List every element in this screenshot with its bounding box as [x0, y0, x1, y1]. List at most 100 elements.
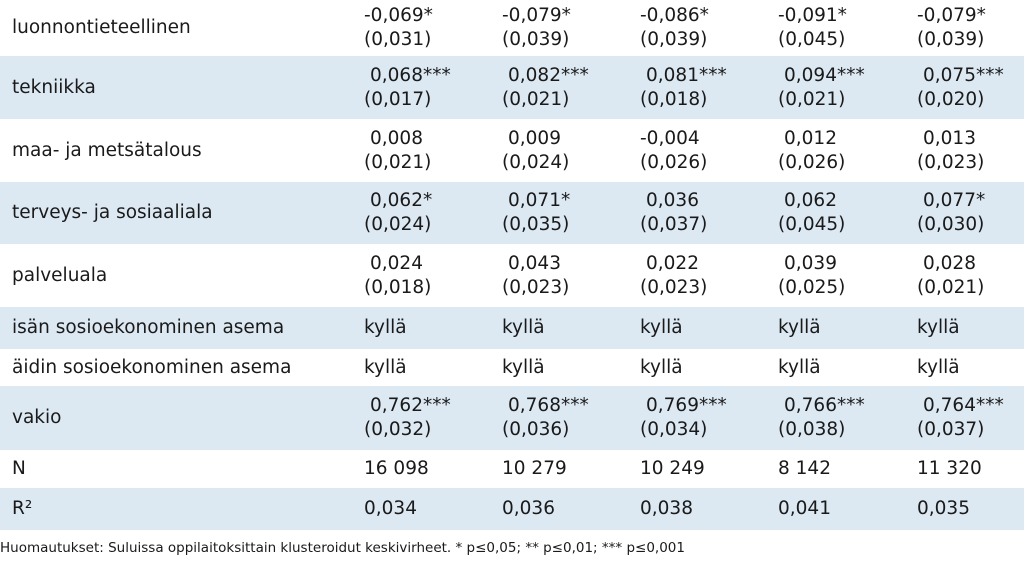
- table-cell: 0,062 (0,045): [778, 189, 845, 237]
- cell-value: 0,764***: [923, 395, 1004, 416]
- cell-value: kyllä: [917, 317, 960, 338]
- cell-value: 0,094***: [784, 65, 865, 86]
- table-cell: 0,028 (0,021): [917, 252, 984, 300]
- cell-standard-error: (0,034): [640, 419, 708, 440]
- cell-standard-error: (0,024): [502, 152, 570, 173]
- cell-value: 0,082***: [508, 65, 589, 86]
- cell-standard-error: (0,021): [917, 277, 985, 298]
- table-cell: 0,068*** (0,017): [364, 64, 451, 112]
- table-cell: 0,009 (0,024): [502, 127, 569, 175]
- cell-value: 0,075***: [923, 65, 1004, 86]
- cell-value: 10 279: [502, 458, 567, 479]
- table-cell: 0,013 (0,023): [917, 127, 984, 175]
- table-row: R² 0,034 0,036 0,038 0,041 0,035: [0, 488, 1024, 530]
- cell-value: 0,035: [917, 498, 970, 519]
- cell-standard-error: (0,036): [502, 419, 570, 440]
- cell-standard-error: (0,023): [917, 152, 985, 173]
- table-cell: 0,022 (0,023): [640, 252, 707, 300]
- table-row: isän sosioekonominen asema kyllä kyllä kyll…: [0, 307, 1024, 349]
- row-label: maa- ja metsätalous: [12, 139, 202, 161]
- cell-value: 0,043: [508, 253, 561, 274]
- table-row: vakio 0,762*** (0,032) 0,768*** (0,036) 0,769…: [0, 386, 1024, 450]
- cell-standard-error: (0,031): [364, 29, 432, 50]
- cell-standard-error: (0,017): [364, 89, 432, 110]
- cell-standard-error: (0,039): [640, 29, 708, 50]
- table-cell: 0,035: [917, 497, 970, 521]
- row-label: R²: [12, 498, 33, 519]
- table-row: palveluala 0,024 (0,018) 0,043 (0,023) 0,022 (…: [0, 244, 1024, 307]
- cell-value: 0,068***: [370, 65, 451, 86]
- cell-standard-error: (0,030): [917, 214, 985, 235]
- cell-value: 0,036: [646, 190, 699, 211]
- cell-value: -0,086*: [640, 5, 709, 26]
- cell-value: kyllä: [364, 317, 407, 338]
- table-cell: 0,077* (0,030): [917, 189, 985, 237]
- table-cell: 0,081*** (0,018): [640, 64, 727, 112]
- cell-value: 0,768***: [508, 395, 589, 416]
- cell-standard-error: (0,045): [778, 29, 846, 50]
- cell-value: -0,091*: [778, 5, 847, 26]
- table-cell: -0,069* (0,031): [364, 4, 433, 52]
- table-cell: 0,036: [502, 497, 555, 521]
- table-cell: -0,079* (0,039): [502, 4, 571, 52]
- cell-standard-error: (0,021): [778, 89, 846, 110]
- cell-value: 0,036: [502, 498, 555, 519]
- cell-value: kyllä: [640, 317, 683, 338]
- cell-standard-error: (0,035): [502, 214, 570, 235]
- cell-value: 0,013: [923, 128, 976, 149]
- cell-value: -0,079*: [502, 5, 571, 26]
- row-label: isän sosioekonominen asema: [12, 317, 285, 338]
- cell-value: kyllä: [640, 357, 683, 378]
- cell-value: kyllä: [917, 357, 960, 378]
- cell-standard-error: (0,021): [364, 152, 432, 173]
- cell-value: 0,038: [640, 498, 693, 519]
- table-cell: 0,071* (0,035): [502, 189, 570, 237]
- cell-standard-error: (0,023): [502, 277, 570, 298]
- table-cell: 0,008 (0,021): [364, 127, 431, 175]
- table-cell: 0,764*** (0,037): [917, 394, 1004, 442]
- table-cell: 8 142: [778, 457, 831, 481]
- table-footnote: Huomautukset: Suluissa oppilaitoksittain…: [0, 540, 685, 556]
- table-cell: 0,038: [640, 497, 693, 521]
- table-cell: 0,082*** (0,021): [502, 64, 589, 112]
- table-cell: kyllä: [364, 356, 407, 380]
- row-label: tekniikka: [12, 76, 96, 98]
- table-cell: 0,768*** (0,036): [502, 394, 589, 442]
- row-label: N: [12, 458, 26, 479]
- table-cell: kyllä: [778, 316, 821, 340]
- table-cell: 0,039 (0,025): [778, 252, 845, 300]
- cell-value: 0,769***: [646, 395, 727, 416]
- table-cell: kyllä: [778, 356, 821, 380]
- cell-value: 0,012: [784, 128, 837, 149]
- table-row: luonnontieteellinen -0,069* (0,031) -0,079*…: [0, 0, 1024, 56]
- table-cell: 0,094*** (0,021): [778, 64, 865, 112]
- cell-value: 0,034: [364, 498, 417, 519]
- cell-value: 8 142: [778, 458, 831, 479]
- row-label: vakio: [12, 407, 62, 428]
- row-label: luonnontieteellinen: [12, 17, 191, 38]
- cell-standard-error: (0,020): [917, 89, 985, 110]
- table-cell: 0,012 (0,026): [778, 127, 845, 175]
- table-cell: kyllä: [640, 316, 683, 340]
- cell-value: 16 098: [364, 458, 429, 479]
- cell-value: 0,762***: [370, 395, 451, 416]
- table-cell: 0,762*** (0,032): [364, 394, 451, 442]
- table-cell: -0,091* (0,045): [778, 4, 847, 52]
- cell-standard-error: (0,026): [778, 152, 846, 173]
- cell-value: 0,009: [508, 128, 561, 149]
- cell-value: 11 320: [917, 458, 982, 479]
- table-cell: 0,024 (0,018): [364, 252, 431, 300]
- cell-value: 0,062*: [370, 190, 433, 211]
- cell-value: kyllä: [502, 317, 545, 338]
- table-cell: 10 249: [640, 457, 705, 481]
- table-cell: 0,766*** (0,038): [778, 394, 865, 442]
- cell-value: kyllä: [778, 357, 821, 378]
- table-cell: 10 279: [502, 457, 567, 481]
- cell-value: kyllä: [778, 317, 821, 338]
- table-cell: 0,034: [364, 497, 417, 521]
- cell-value: -0,069*: [364, 5, 433, 26]
- table-cell: kyllä: [502, 316, 545, 340]
- cell-standard-error: (0,018): [364, 277, 432, 298]
- table-cell: 11 320: [917, 457, 982, 481]
- cell-standard-error: (0,038): [778, 419, 846, 440]
